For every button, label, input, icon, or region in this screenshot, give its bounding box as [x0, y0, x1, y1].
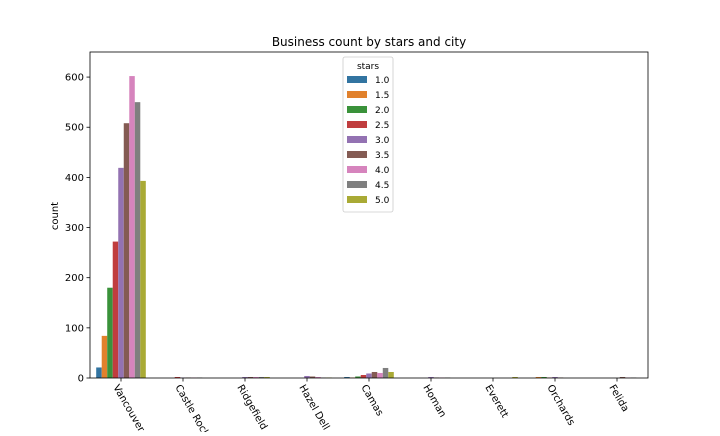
x-tick-label: Homan: [420, 383, 447, 420]
x-tick-label: Ridgefield: [234, 383, 269, 432]
chart-title: Business count by stars and city: [272, 35, 466, 49]
bar: [377, 372, 383, 378]
y-tick-label: 0: [78, 374, 84, 385]
x-tick-label: Felida: [606, 383, 630, 414]
legend-title: stars: [357, 62, 379, 72]
y-axis-label: count: [50, 202, 61, 230]
bar: [264, 376, 270, 378]
bar: [382, 367, 389, 378]
y-tick-label: 500: [65, 123, 84, 134]
bar: [344, 376, 350, 378]
bar: [355, 376, 361, 378]
legend-swatch: [347, 196, 367, 203]
bar: [512, 376, 518, 378]
legend-label: 2.5: [375, 121, 389, 131]
bar: [134, 102, 141, 379]
plot-frame: [89, 51, 649, 379]
bar: [242, 376, 248, 378]
bar: [112, 241, 119, 378]
bar: [129, 76, 135, 378]
bar: [174, 376, 181, 378]
x-tick-label: Vancouver: [110, 383, 146, 432]
x-axis: Vancouver Castle Rock Ridgefield Hazel Dell…: [110, 378, 631, 436]
legend-swatch: [347, 106, 367, 113]
bar: [371, 371, 378, 378]
bar: [123, 123, 130, 378]
legend-swatch: [347, 136, 367, 143]
bar: [388, 371, 394, 378]
bar: [535, 376, 542, 378]
bar: [101, 335, 108, 378]
x-tick-label: Castle Rock: [172, 383, 211, 432]
bar: [247, 376, 254, 378]
legend-label: 1.0: [375, 76, 390, 86]
legend-label: 3.5: [375, 151, 389, 161]
bar: [118, 167, 124, 378]
x-tick-label: Hazel Dell: [296, 383, 331, 432]
y-tick-label: 400: [65, 173, 84, 184]
bar: [253, 376, 259, 378]
bar: [428, 376, 434, 378]
legend: stars 1.0 1.5 2.0 2.5 3.0 3.5 4.0 4.5 5.0: [342, 56, 394, 213]
legend-swatch: [347, 76, 367, 83]
y-tick-label: 100: [65, 323, 84, 334]
legend-label: 1.5: [375, 91, 389, 101]
legend-swatch: [347, 91, 367, 98]
legend-swatch: [347, 121, 367, 128]
legend-swatch: [347, 181, 367, 188]
legend-swatch: [347, 166, 367, 173]
bar: [304, 375, 310, 378]
bar: [107, 287, 113, 378]
bar: [552, 376, 558, 378]
legend-label: 3.0: [375, 136, 390, 146]
legend-swatch: [347, 151, 367, 158]
bar: [309, 376, 316, 378]
legend-label: 2.0: [375, 106, 390, 116]
bar: [315, 376, 321, 378]
bar: [360, 374, 367, 378]
legend-label: 4.5: [375, 181, 389, 191]
bar: [140, 180, 146, 378]
bar: [541, 376, 547, 378]
legend-label: 4.0: [375, 166, 390, 176]
y-tick-label: 600: [65, 73, 84, 84]
x-tick-label: Camas: [358, 383, 385, 418]
bar: [366, 373, 372, 378]
x-tick-label: Orchards: [544, 383, 576, 428]
y-tick-label: 200: [65, 273, 84, 284]
bar: [619, 376, 626, 378]
bar: [258, 376, 265, 378]
y-tick-label: 300: [65, 223, 84, 234]
bar: [96, 367, 102, 378]
y-axis: 0 100 200 300 400 500 600: [65, 73, 90, 385]
legend-label: 5.0: [375, 196, 390, 206]
x-tick-label: Everett: [482, 383, 510, 420]
